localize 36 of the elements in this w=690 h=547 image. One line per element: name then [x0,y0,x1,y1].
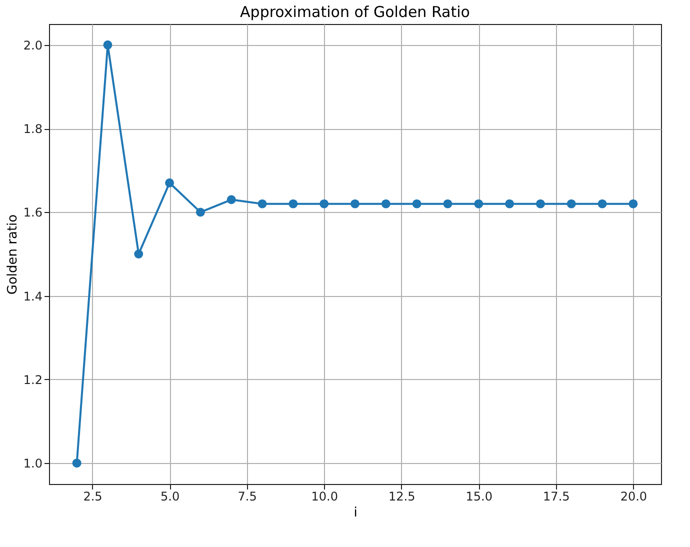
point [350,199,360,208]
x-tick-label: 5.0 [160,490,180,504]
y-axis-title: Golden ratio [5,214,20,295]
y-tick-label: 1.2 [23,372,42,387]
point [505,199,514,208]
x-axis-title: i [354,506,358,520]
y-tick-label: 2.0 [23,38,42,52]
y-tick-label: 1.0 [23,456,42,471]
point [566,199,576,208]
point [258,199,267,208]
x-tick-label: 15.0 [466,490,492,504]
point [288,199,298,208]
point [443,199,452,208]
point [134,250,144,258]
x-tick-label: 17.5 [543,490,570,504]
point [381,199,390,208]
x-tick-label: 10.0 [311,490,338,504]
point [598,199,607,208]
point [226,195,236,204]
x-tick-label: 7.5 [238,490,257,504]
point [72,458,82,468]
x-tick-label: 12.5 [388,490,416,504]
point [320,199,329,208]
x-tick-label: 20.0 [620,490,648,504]
y-tick-label: 1.4 [23,289,42,304]
point [165,178,174,188]
point [474,199,484,208]
point [536,199,545,208]
chart-title: Approximation of Golden Ratio [240,3,470,21]
y-tick-label: 1.6 [23,206,42,220]
point [196,208,205,217]
x-tick-label: 2.5 [83,490,102,504]
point [628,199,638,208]
point [103,40,112,50]
point [412,199,422,208]
y-tick-label: 1.8 [23,122,42,136]
